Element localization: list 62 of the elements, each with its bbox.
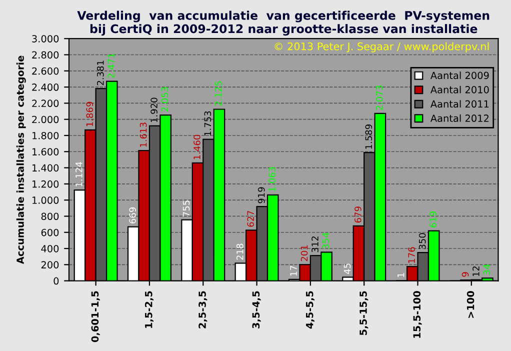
chart-title: Verdeling van accumulatie van gecertificeerde PV-systemen bij CertiQ in 2009-2012 naar grootte-klasse van installatie — [77, 10, 490, 36]
data-label: 1 — [398, 273, 404, 277]
legend-label: Aantal 2010 — [430, 86, 489, 94]
x-tick-label: 1,5-2,5 — [144, 291, 154, 328]
legend-label: Aantal 2011 — [430, 100, 489, 108]
data-label: 919 — [258, 187, 265, 204]
data-label: 669 — [129, 207, 136, 224]
data-label: 619 — [430, 211, 436, 228]
data-label: 2.125 — [215, 81, 222, 106]
data-label: 9 — [462, 272, 469, 277]
data-label: 34 — [483, 264, 490, 275]
x-tick-label: 2,5-3,5 — [198, 291, 208, 328]
data-label: 1.063 — [268, 167, 276, 192]
x-tick-label: 15,5-100 — [413, 290, 422, 338]
legend-label: Aantal 2012 — [430, 114, 488, 122]
data-label: 2.471 — [108, 54, 114, 78]
data-label: 1.753 — [204, 111, 212, 136]
data-label: 176 — [408, 247, 415, 263]
data-label: 627 — [247, 210, 254, 227]
y-axis-title: Accumulatie installaties per categorie — [16, 56, 26, 264]
y-tick-label: 0 — [54, 277, 59, 285]
data-label: 1.460 — [194, 134, 200, 160]
data-label: 2.073 — [376, 86, 383, 110]
x-tick-label: 4,5-5,5 — [306, 291, 314, 329]
data-label: 2.381 — [96, 60, 104, 86]
y-tick-label: 2.800 — [32, 51, 59, 59]
legend-label: Aantal 2009 — [430, 72, 489, 80]
y-tick-label: 2.600 — [32, 67, 59, 75]
data-label: 755 — [182, 200, 190, 216]
x-tick-label: >100 — [466, 290, 474, 318]
y-tick-label: 1.800 — [32, 132, 59, 140]
data-label: 312 — [312, 236, 318, 252]
y-tick-label: 2.400 — [32, 84, 59, 91]
data-label: 1.869 — [86, 102, 94, 126]
y-tick-label: 2.200 — [32, 100, 59, 108]
data-label: 354 — [322, 232, 330, 249]
x-tick-label: 5,5-15,5 — [360, 291, 368, 336]
annotation: © 2013 Peter J. Segaar / www.polderpv.nl — [274, 42, 489, 52]
data-label: 2.053 — [161, 87, 168, 112]
data-label: 679 — [354, 206, 362, 223]
data-label: 17 — [290, 266, 297, 276]
data-label: 1.613 — [140, 122, 147, 147]
y-tick-label: 400 — [41, 244, 59, 252]
y-tick-label: 1.000 — [32, 196, 59, 204]
x-tick-label: 3,5-4,5 — [252, 291, 261, 328]
data-label: 1.124 — [76, 162, 82, 186]
data-label: 45 — [344, 264, 351, 274]
y-tick-label: 1.200 — [32, 180, 59, 188]
data-label: 12 — [472, 266, 480, 276]
y-tick-label: 3.000 — [32, 35, 59, 42]
y-tick-label: 1.600 — [32, 148, 59, 156]
data-label: 350 — [418, 233, 426, 250]
y-tick-label: 1.400 — [32, 164, 59, 172]
y-tick-label: 800 — [41, 212, 59, 220]
data-label: 1.589 — [365, 124, 372, 149]
data-label: 218 — [236, 244, 244, 260]
y-tick-label: 2.000 — [32, 116, 59, 124]
data-label: 201 — [300, 245, 308, 262]
x-tick-label: 0,601-1,5 — [91, 291, 100, 342]
y-tick-label: 200 — [41, 261, 59, 268]
data-label: 1.920 — [150, 98, 158, 122]
y-tick-label: 600 — [41, 228, 59, 236]
